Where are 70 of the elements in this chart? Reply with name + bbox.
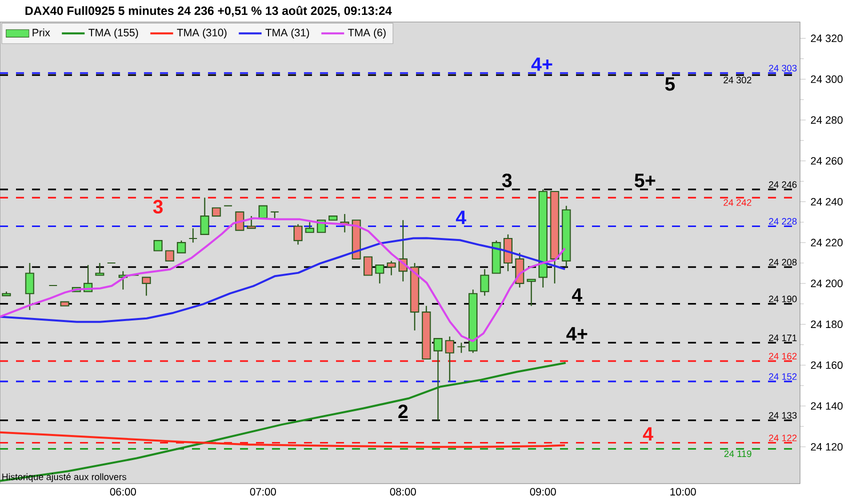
annotation: 4	[572, 288, 582, 302]
candlestick	[434, 338, 443, 421]
y-tick-label: 24 240	[810, 198, 843, 206]
x-tick-label: 10:00	[670, 488, 696, 496]
legend-label: TMA (31)	[265, 28, 310, 38]
annotation: 4+	[566, 327, 588, 340]
annotation: 4+	[531, 58, 552, 71]
y-tick-label: 24 160	[810, 361, 843, 369]
x-tick-label: 06:00	[110, 488, 136, 496]
ref-line-label: 24 162	[768, 352, 797, 360]
candlestick	[246, 215, 256, 229]
ref-line-label: 24 122	[768, 434, 797, 442]
line-series	[0, 362, 567, 482]
candlestick	[165, 250, 174, 262]
candlestick	[188, 228, 198, 244]
y-tick-label: 24 300	[810, 75, 843, 83]
y-tick-label: 24 220	[810, 238, 843, 246]
x-tick-label: 08:00	[390, 488, 416, 496]
legend-label: Prix	[32, 28, 50, 36]
ref-line-label: 24 171	[768, 334, 797, 342]
candlestick	[526, 278, 536, 306]
candlestick	[445, 336, 454, 382]
x-tick-label: 09:00	[530, 488, 556, 496]
candlestick	[294, 224, 303, 246]
candlestick	[305, 222, 314, 233]
y-tick-label: 24 200	[810, 280, 843, 288]
y-tick-label: 24 260	[810, 157, 843, 165]
candlestick	[142, 276, 151, 296]
candlestick	[25, 262, 34, 311]
legend-label: TMA (6)	[348, 28, 386, 38]
y-tick-label: 24 180	[810, 320, 843, 328]
legend-label: TMA (310)	[177, 28, 226, 38]
annotation: 3	[502, 174, 512, 188]
line-series	[0, 431, 566, 448]
y-tick-label: 24 280	[810, 116, 843, 124]
annotation: 5+	[634, 174, 656, 188]
candlestick	[480, 268, 490, 296]
candlestick	[235, 211, 244, 231]
candlestick	[95, 262, 104, 276]
ref-line-label: 24 228	[768, 218, 797, 225]
candlestick	[456, 342, 466, 354]
x-tick-label: 07:00	[250, 488, 276, 496]
annotation: 2	[398, 404, 408, 418]
candlestick	[270, 211, 280, 219]
ref-line-label: 24 133	[768, 412, 797, 419]
y-tick-label: 24 120	[810, 443, 843, 451]
chart-title: DAX40 Full0925 5 minutes 24 236 +0,51 % 13 août 2025, 09:13:24	[26, 6, 392, 17]
annotation: 5	[665, 77, 675, 91]
candlestick	[375, 264, 384, 284]
annotation: 4	[456, 210, 466, 224]
candlestick	[154, 240, 163, 252]
legend-label: TMA (155)	[88, 28, 138, 38]
ref-line-label: 24 302	[724, 76, 752, 84]
y-tick-label: 24 140	[810, 402, 843, 410]
ref-line-label: 24 242	[724, 199, 752, 206]
y-tick-label: 24 320	[810, 34, 843, 42]
ref-line-label: 24 303	[768, 64, 797, 72]
ref-line-label: 24 119	[724, 450, 752, 458]
candlestick	[200, 197, 210, 236]
candlestick	[176, 240, 186, 254]
annotation: 3	[153, 200, 163, 214]
candlestick	[258, 205, 268, 219]
ref-line-label: 24 208	[768, 258, 797, 266]
ref-line-label: 24 246	[768, 181, 797, 188]
annotation: 4	[642, 427, 654, 440]
ref-line-label: 24 152	[768, 373, 797, 380]
candlestick	[364, 256, 373, 276]
ref-line-label: 24 190	[768, 296, 797, 302]
line-series	[0, 237, 566, 323]
candlestick	[386, 260, 396, 276]
